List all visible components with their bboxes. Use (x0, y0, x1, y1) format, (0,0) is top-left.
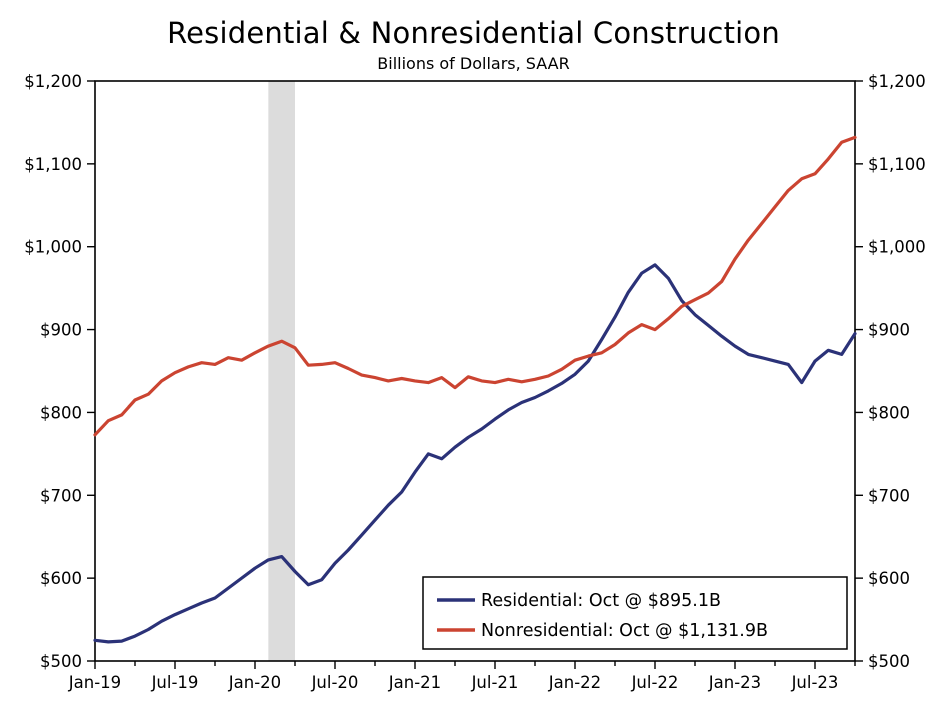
legend-label-nonresidential: Nonresidential: Oct @ $1,131.9B (481, 621, 768, 641)
y-axis-label-right: $700 (868, 486, 910, 505)
y-axis-label-left: $1,200 (24, 73, 82, 91)
legend-box (422, 576, 848, 650)
y-axis-label-right: $1,200 (868, 73, 926, 91)
y-axis-label-left: $900 (40, 321, 82, 340)
x-axis-label: Jan-20 (228, 673, 281, 692)
recession-shading-band (268, 81, 295, 661)
x-axis-label: Jul-22 (631, 673, 679, 692)
nonresidential-line (93, 135, 857, 437)
y-axis-label-left: $1,000 (24, 238, 82, 257)
x-axis-label: Jul-21 (471, 673, 519, 692)
y-axis-label-left: $700 (40, 486, 82, 505)
y-axis-label-left: $800 (40, 403, 82, 422)
x-axis-label: Jan-21 (388, 673, 441, 692)
x-axis-label: Jul-20 (311, 673, 359, 692)
chart-title: Residential & Nonresidential Constructio… (167, 16, 780, 50)
x-axis-label: Jan-19 (68, 673, 121, 692)
y-axis-label-right: $900 (868, 321, 910, 340)
legend-label-residential: Residential: Oct @ $895.1B (481, 591, 721, 611)
x-axis-label: Jan-23 (708, 673, 761, 692)
x-axis-label: Jul-23 (791, 673, 839, 692)
x-axis-label: Jul-19 (151, 673, 199, 692)
x-axis-label: Jan-22 (548, 673, 601, 692)
legend: Residential: Oct @ $895.1B Nonresidential… (422, 576, 848, 650)
y-axis-label-right: $1,000 (868, 238, 926, 257)
y-axis-label-left: $500 (40, 652, 82, 671)
y-axis-label-right: $800 (868, 403, 910, 422)
y-axis-label-right: $500 (868, 652, 910, 671)
y-axis-label-left: $600 (40, 569, 82, 588)
residential-line (93, 263, 857, 644)
construction-spending-chart: $500 $500 $600 $600 $700 $700 $800 $800 $900 $900… (24, 73, 926, 692)
y-axis-label-right: $1,100 (868, 155, 926, 174)
y-axis-label-right: $600 (868, 569, 910, 588)
plot-border (94, 80, 856, 662)
y-axis-label-left: $1,100 (24, 155, 82, 174)
chart-subtitle: Billions of Dollars, SAAR (377, 54, 570, 73)
